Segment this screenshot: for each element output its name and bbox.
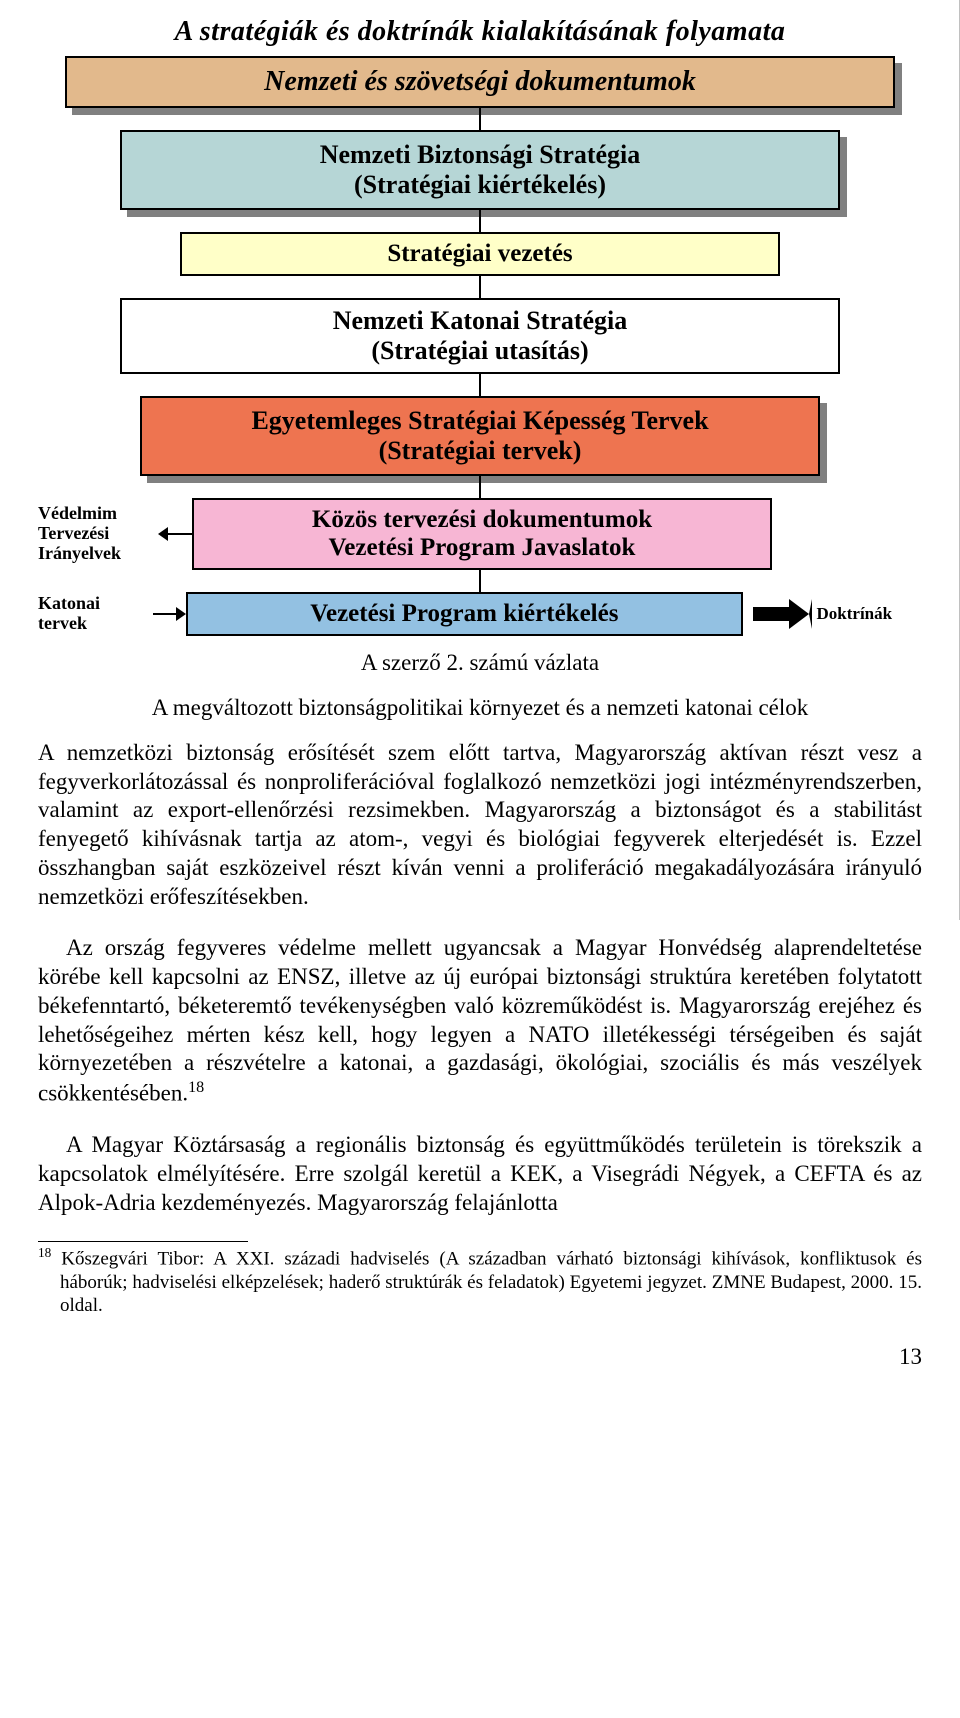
paragraph-1: A nemzetközi biztonság erősítését szem e… bbox=[38, 739, 922, 912]
connector bbox=[38, 108, 922, 130]
paragraph-2-text: Az ország fegyveres védelme mellett ugya… bbox=[38, 935, 922, 1105]
box-nemzeti-katonai-strategia: Nemzeti Katonai Stratégia (Stratégiai ut… bbox=[120, 298, 840, 374]
section-heading: A megváltozott biztonságpolitikai környe… bbox=[38, 694, 922, 723]
box-line: Nemzeti és szövetségi dokumentumok bbox=[77, 66, 883, 98]
side-label-katonai: Katonai tervek bbox=[38, 594, 153, 634]
box-line: Nemzeti Katonai Stratégia bbox=[132, 306, 828, 336]
connector bbox=[38, 276, 922, 298]
thick-arrow-right-icon bbox=[753, 599, 811, 629]
box-vezetesi-program-kiertekeles: Vezetési Program kiértékelés bbox=[186, 592, 743, 636]
arrow-left-icon bbox=[158, 524, 192, 544]
box-line: Egyetemleges Stratégiai Képesség Tervek bbox=[152, 406, 808, 436]
diagram-title: A stratégiák és doktrínák kialakításának… bbox=[38, 10, 922, 56]
footnote-rule bbox=[38, 1241, 248, 1242]
box-line: Közös tervezési dokumentumok bbox=[204, 506, 760, 534]
paragraph-2: Az ország fegyveres védelme mellett ugya… bbox=[38, 934, 922, 1108]
page-number: 13 bbox=[38, 1344, 922, 1370]
arrow-right-icon bbox=[153, 604, 186, 624]
connector bbox=[38, 476, 922, 498]
row-kozos-tervezesi: Védelmim Tervezési Irányelvek Közös terv… bbox=[38, 498, 922, 570]
footnote-18: 18 Kőszegvári Tibor: A XXI. századi hadv… bbox=[38, 1245, 922, 1319]
box-nemzeti-szovetsegi: Nemzeti és szövetségi dokumentumok bbox=[65, 56, 895, 108]
connector bbox=[38, 570, 922, 592]
box-line: Vezetési Program kiértékelés bbox=[198, 600, 731, 628]
box-kozos-tervezesi: Közös tervezési dokumentumok Vezetési Pr… bbox=[192, 498, 772, 570]
box-line: (Stratégiai tervek) bbox=[152, 436, 808, 466]
box-line: Stratégiai vezetés bbox=[192, 240, 768, 268]
box-line: Vezetési Program Javaslatok bbox=[204, 534, 760, 562]
box-egyetemleges-strategiai-kepesseg: Egyetemleges Stratégiai Képesség Tervek … bbox=[140, 396, 820, 476]
paragraph-3: A Magyar Köztársaság a regionális bizton… bbox=[38, 1131, 922, 1217]
box-line: (Stratégiai utasítás) bbox=[132, 336, 828, 366]
box-nemzeti-biztonsagi-strategia: Nemzeti Biztonsági Stratégia (Stratégiai… bbox=[120, 130, 840, 210]
row-vezetesi-program-kiertekeles: Katonai tervek Vezetési Program kiértéke… bbox=[38, 592, 922, 636]
figure-caption: A szerző 2. számú vázlata bbox=[38, 650, 922, 676]
box-strategiai-vezetes: Stratégiai vezetés bbox=[180, 232, 780, 276]
connector bbox=[38, 210, 922, 232]
footnote-ref-18: 18 bbox=[188, 1079, 204, 1096]
footnote-number: 18 bbox=[38, 1245, 51, 1260]
box-line: (Stratégiai kiértékelés) bbox=[132, 170, 828, 200]
side-label-vedelmi: Védelmim Tervezési Irányelvek bbox=[38, 504, 158, 563]
connector bbox=[38, 374, 922, 396]
diagram-container: A stratégiák és doktrínák kialakításának… bbox=[38, 10, 922, 636]
footnote-text: Kőszegvári Tibor: A XXI. századi hadvise… bbox=[60, 1248, 922, 1317]
box-line: Nemzeti Biztonsági Stratégia bbox=[132, 140, 828, 170]
side-label-doktrinak: Doktrínák bbox=[817, 605, 923, 624]
